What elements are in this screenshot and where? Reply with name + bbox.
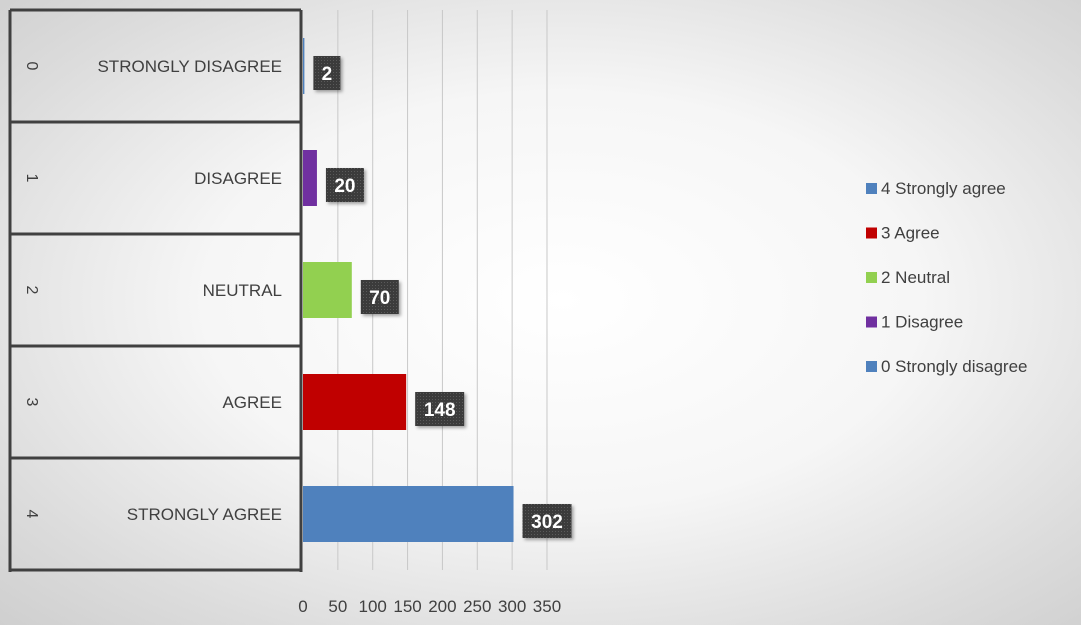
gridlines <box>337 10 548 570</box>
category-label: NEUTRAL <box>203 281 282 300</box>
x-tick-label: 50 <box>328 597 347 616</box>
x-tick-label: 300 <box>498 597 526 616</box>
data-label: 2 <box>322 64 333 85</box>
data-label-box <box>360 280 399 314</box>
legend-swatch <box>866 361 877 372</box>
legend-swatch <box>866 183 877 194</box>
legend-entry: 0 Strongly disagree <box>881 357 1027 376</box>
category-axis: 0 STRONGLY DISAGREE 1 DISAGREE 2 NEUTRAL 3 AGRE… <box>8 8 303 572</box>
legend-swatch <box>866 227 877 239</box>
data-label-box <box>313 56 341 90</box>
bar <box>303 374 407 430</box>
x-tick-label: 350 <box>533 597 561 616</box>
data-label-box <box>522 504 572 538</box>
x-tick-label: 100 <box>359 597 387 616</box>
category-label: STRONGLY AGREE <box>127 505 282 524</box>
data-label-box <box>415 392 465 426</box>
legend-swatch <box>866 316 877 328</box>
legend-entry: 3 Agree <box>881 224 940 243</box>
category-label: DISAGREE <box>194 169 282 188</box>
data-label: 20 <box>334 176 355 197</box>
data-label: 148 <box>424 400 456 421</box>
data-label: 302 <box>531 512 563 533</box>
legend-entry: 4 Strongly agree <box>881 179 1006 198</box>
x-axis-ticks: 0 50 100 150 200 250 300 350 <box>298 597 561 616</box>
category-code-label: 2 <box>23 286 40 295</box>
bar <box>303 262 352 318</box>
category-code-label: 1 <box>23 174 40 183</box>
x-tick-label: 200 <box>428 597 456 616</box>
data-labels: 2 20 70 148 302 <box>313 56 572 538</box>
category-label: AGREE <box>222 393 282 412</box>
x-tick-label: 150 <box>393 597 421 616</box>
bar <box>303 486 514 542</box>
bars <box>303 38 514 542</box>
category-code-label: 0 <box>23 62 40 71</box>
x-tick-label: 0 <box>298 597 307 616</box>
data-label: 70 <box>369 288 390 309</box>
legend: 4 Strongly agree 3 Agree 2 Neutral 1 Disagr… <box>866 179 1027 376</box>
data-label-box <box>325 168 364 202</box>
bar <box>303 150 317 206</box>
x-tick-label: 250 <box>463 597 491 616</box>
category-code-label: 4 <box>23 510 40 519</box>
bar <box>303 38 305 94</box>
legend-entry: 1 Disagree <box>881 313 963 332</box>
category-label: STRONGLY DISAGREE <box>97 57 282 76</box>
legend-swatch <box>866 272 877 283</box>
category-code-label: 3 <box>23 398 40 407</box>
legend-entry: 2 Neutral <box>881 268 950 287</box>
